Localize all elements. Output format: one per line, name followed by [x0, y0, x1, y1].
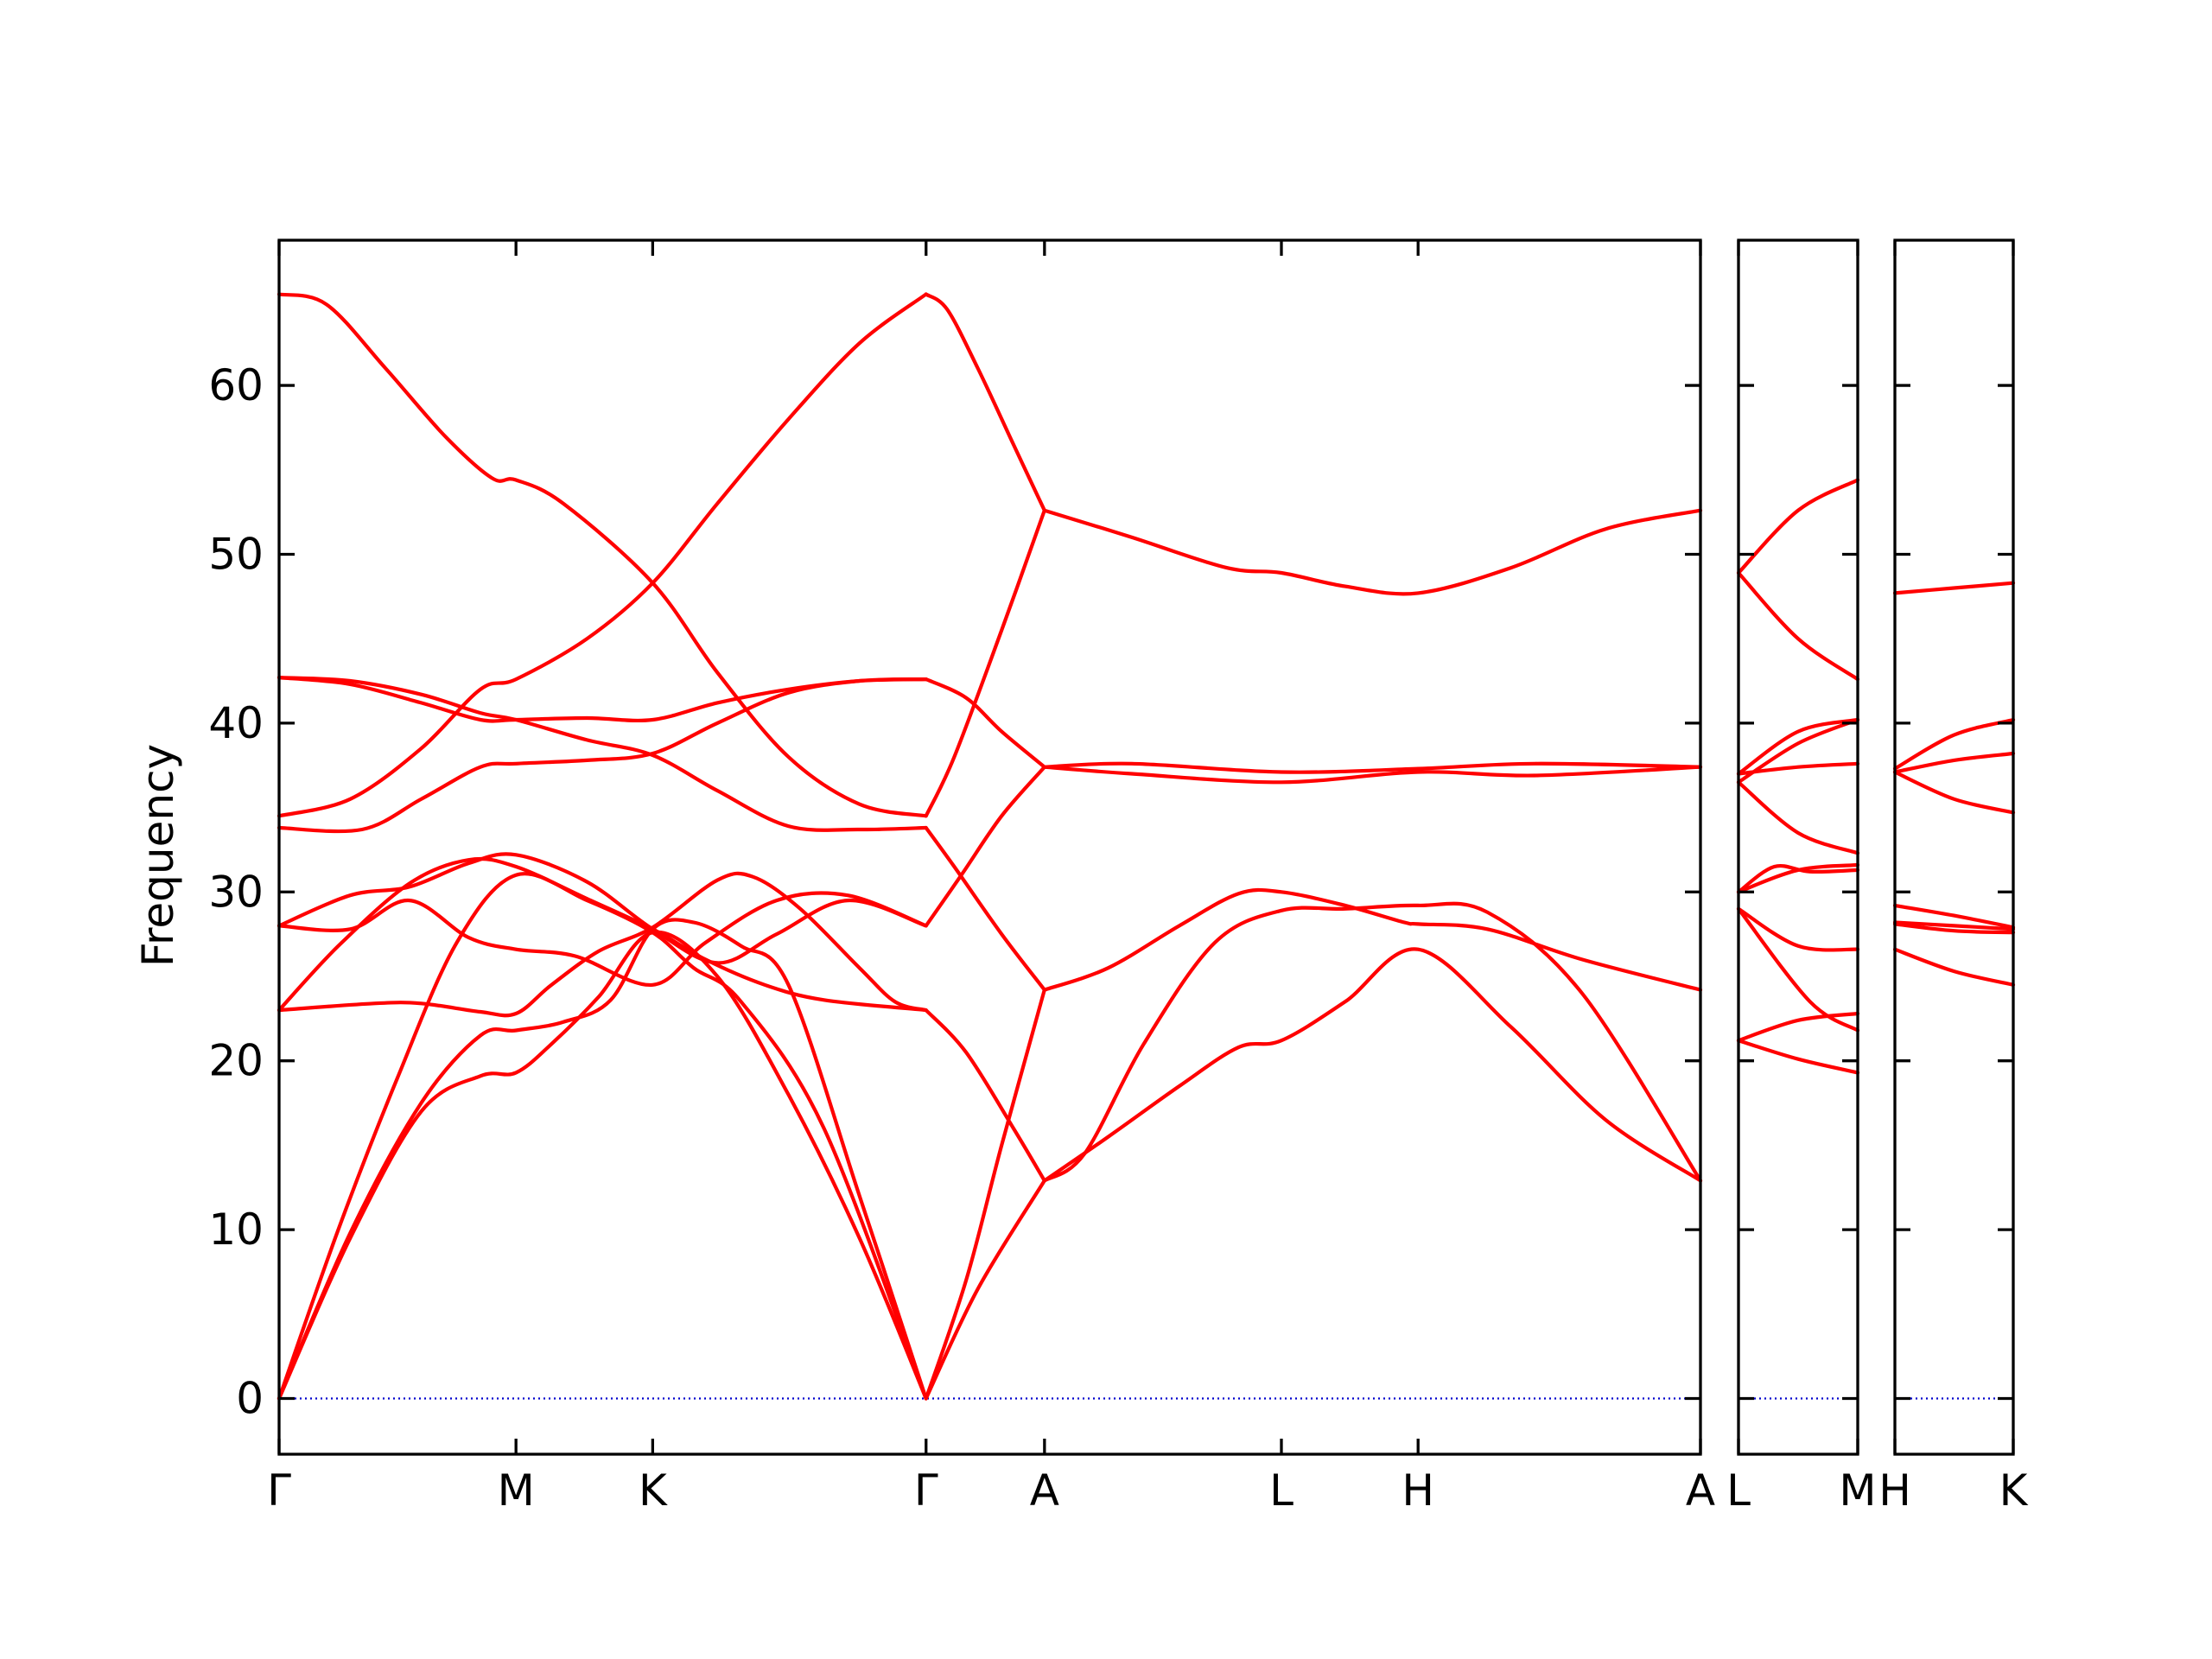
y-tick-label: 40: [208, 698, 264, 748]
band-line: [276, 292, 928, 818]
x-tick-label: K: [1999, 1465, 2029, 1516]
band-line: [924, 765, 1046, 928]
band-line: [1736, 570, 1860, 682]
band-line: [1042, 765, 1703, 785]
band-line: [276, 676, 928, 723]
x-tick-label: K: [639, 1465, 668, 1516]
band-line: [276, 292, 928, 818]
band-line: [276, 930, 928, 1401]
x-tick-label: A: [1030, 1465, 1059, 1516]
y-tick-label: 20: [208, 1036, 264, 1086]
x-tick-label: H: [1402, 1465, 1434, 1516]
band-line: [1736, 862, 1860, 894]
y-axis-label: Frequency: [133, 744, 183, 967]
band-line: [924, 1008, 1046, 1183]
band-line: [1042, 508, 1703, 596]
band-line: [924, 1179, 1046, 1401]
x-tick-label: L: [1269, 1465, 1294, 1516]
band-line: [1736, 761, 1860, 776]
band-line: [924, 292, 1046, 512]
band-line: [1736, 717, 1860, 776]
band-line: [1736, 780, 1860, 855]
y-tick-label: 30: [208, 867, 264, 917]
x-tick-label: H: [1878, 1465, 1911, 1516]
band-line: [276, 676, 928, 832]
band-line: [1042, 887, 1703, 992]
band-line: [1736, 1011, 1860, 1043]
x-tick-label: L: [1726, 1465, 1751, 1516]
band-line: [1892, 751, 2016, 774]
band-line: [1736, 906, 1860, 952]
band-lines: [276, 292, 2016, 1401]
x-tick-label: A: [1686, 1465, 1715, 1516]
band-line: [1736, 478, 1860, 575]
band-line: [276, 872, 928, 1401]
y-tick-label: 60: [208, 360, 264, 410]
band-line: [1042, 947, 1703, 1183]
x-tick-label: M: [498, 1465, 535, 1516]
x-tick-label: Γ: [914, 1465, 938, 1516]
band-line: [924, 988, 1046, 1401]
band-line: [276, 891, 928, 987]
band-line: [276, 871, 928, 1018]
band-line: [1892, 903, 2016, 930]
band-line: [924, 508, 1046, 818]
band-line: [1736, 1039, 1860, 1075]
band-line: [1892, 770, 2016, 815]
band-line: [276, 856, 928, 1013]
band-line: [1892, 920, 2016, 931]
band-line: [1892, 581, 2016, 595]
band-line: [1042, 761, 1703, 774]
band-line: [1736, 864, 1860, 894]
band-line: [1892, 922, 2016, 935]
band-line: [1042, 901, 1703, 1183]
x-tick-label: Γ: [267, 1465, 291, 1516]
band-line: [276, 852, 928, 965]
x-tick-label: M: [1839, 1465, 1876, 1516]
y-tick-label: 50: [208, 529, 264, 579]
band-line: [924, 825, 1046, 992]
panel-frame: [277, 238, 1702, 1456]
y-tick-label: 10: [208, 1205, 264, 1255]
band-line: [276, 918, 928, 1401]
band-line: [1736, 906, 1860, 1033]
panel-frame: [1737, 238, 1859, 1456]
band-line: [276, 677, 928, 834]
band-line: [924, 677, 1046, 769]
y-tick-label: 0: [236, 1374, 264, 1424]
panel-frame: [1893, 238, 2015, 1456]
band-line: [1892, 947, 2016, 987]
